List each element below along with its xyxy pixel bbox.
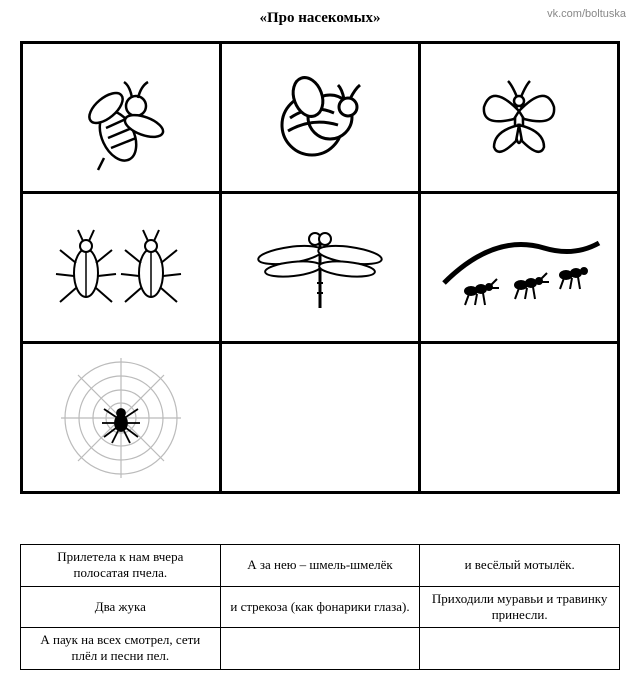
- watermark-text: vk.com/boltuska: [547, 8, 626, 20]
- text-cell: Два жука: [21, 586, 221, 628]
- grid-cell-butterfly: [420, 43, 619, 193]
- grid-cell-ants: [420, 193, 619, 343]
- grid-cell-empty: [221, 343, 420, 493]
- text-cell: [220, 628, 420, 670]
- text-cell: и стрекоза (как фонарики глаза).: [220, 586, 420, 628]
- grid-cell-bumblebee: [221, 43, 420, 193]
- text-cell: Приходили муравьи и травинку принесли.: [420, 586, 620, 628]
- beetles-icon: [41, 208, 201, 328]
- grid-cell-spider: [22, 343, 221, 493]
- dragonfly-icon: [245, 213, 395, 323]
- spider-web-icon: [56, 353, 186, 483]
- picture-grid: [20, 41, 620, 494]
- ants-icon: [434, 213, 604, 323]
- text-cell: А паук на всех смотрел, сети плёл и песн…: [21, 628, 221, 670]
- grid-cell-bee: [22, 43, 221, 193]
- text-grid: Прилетела к нам вчера полосатая пчела. А…: [20, 544, 620, 670]
- grid-cell-beetles: [22, 193, 221, 343]
- bee-icon: [66, 58, 176, 178]
- grid-cell-dragonfly: [221, 193, 420, 343]
- text-cell: Прилетела к нам вчера полосатая пчела.: [21, 545, 221, 587]
- grid-cell-empty: [420, 343, 619, 493]
- page-title: «Про насекомых»: [20, 10, 620, 27]
- butterfly-icon: [464, 63, 574, 173]
- text-cell: А за нею – шмель-шмелёк: [220, 545, 420, 587]
- text-cell: [420, 628, 620, 670]
- text-cell: и весёлый мотылёк.: [420, 545, 620, 587]
- bumblebee-icon: [260, 63, 380, 173]
